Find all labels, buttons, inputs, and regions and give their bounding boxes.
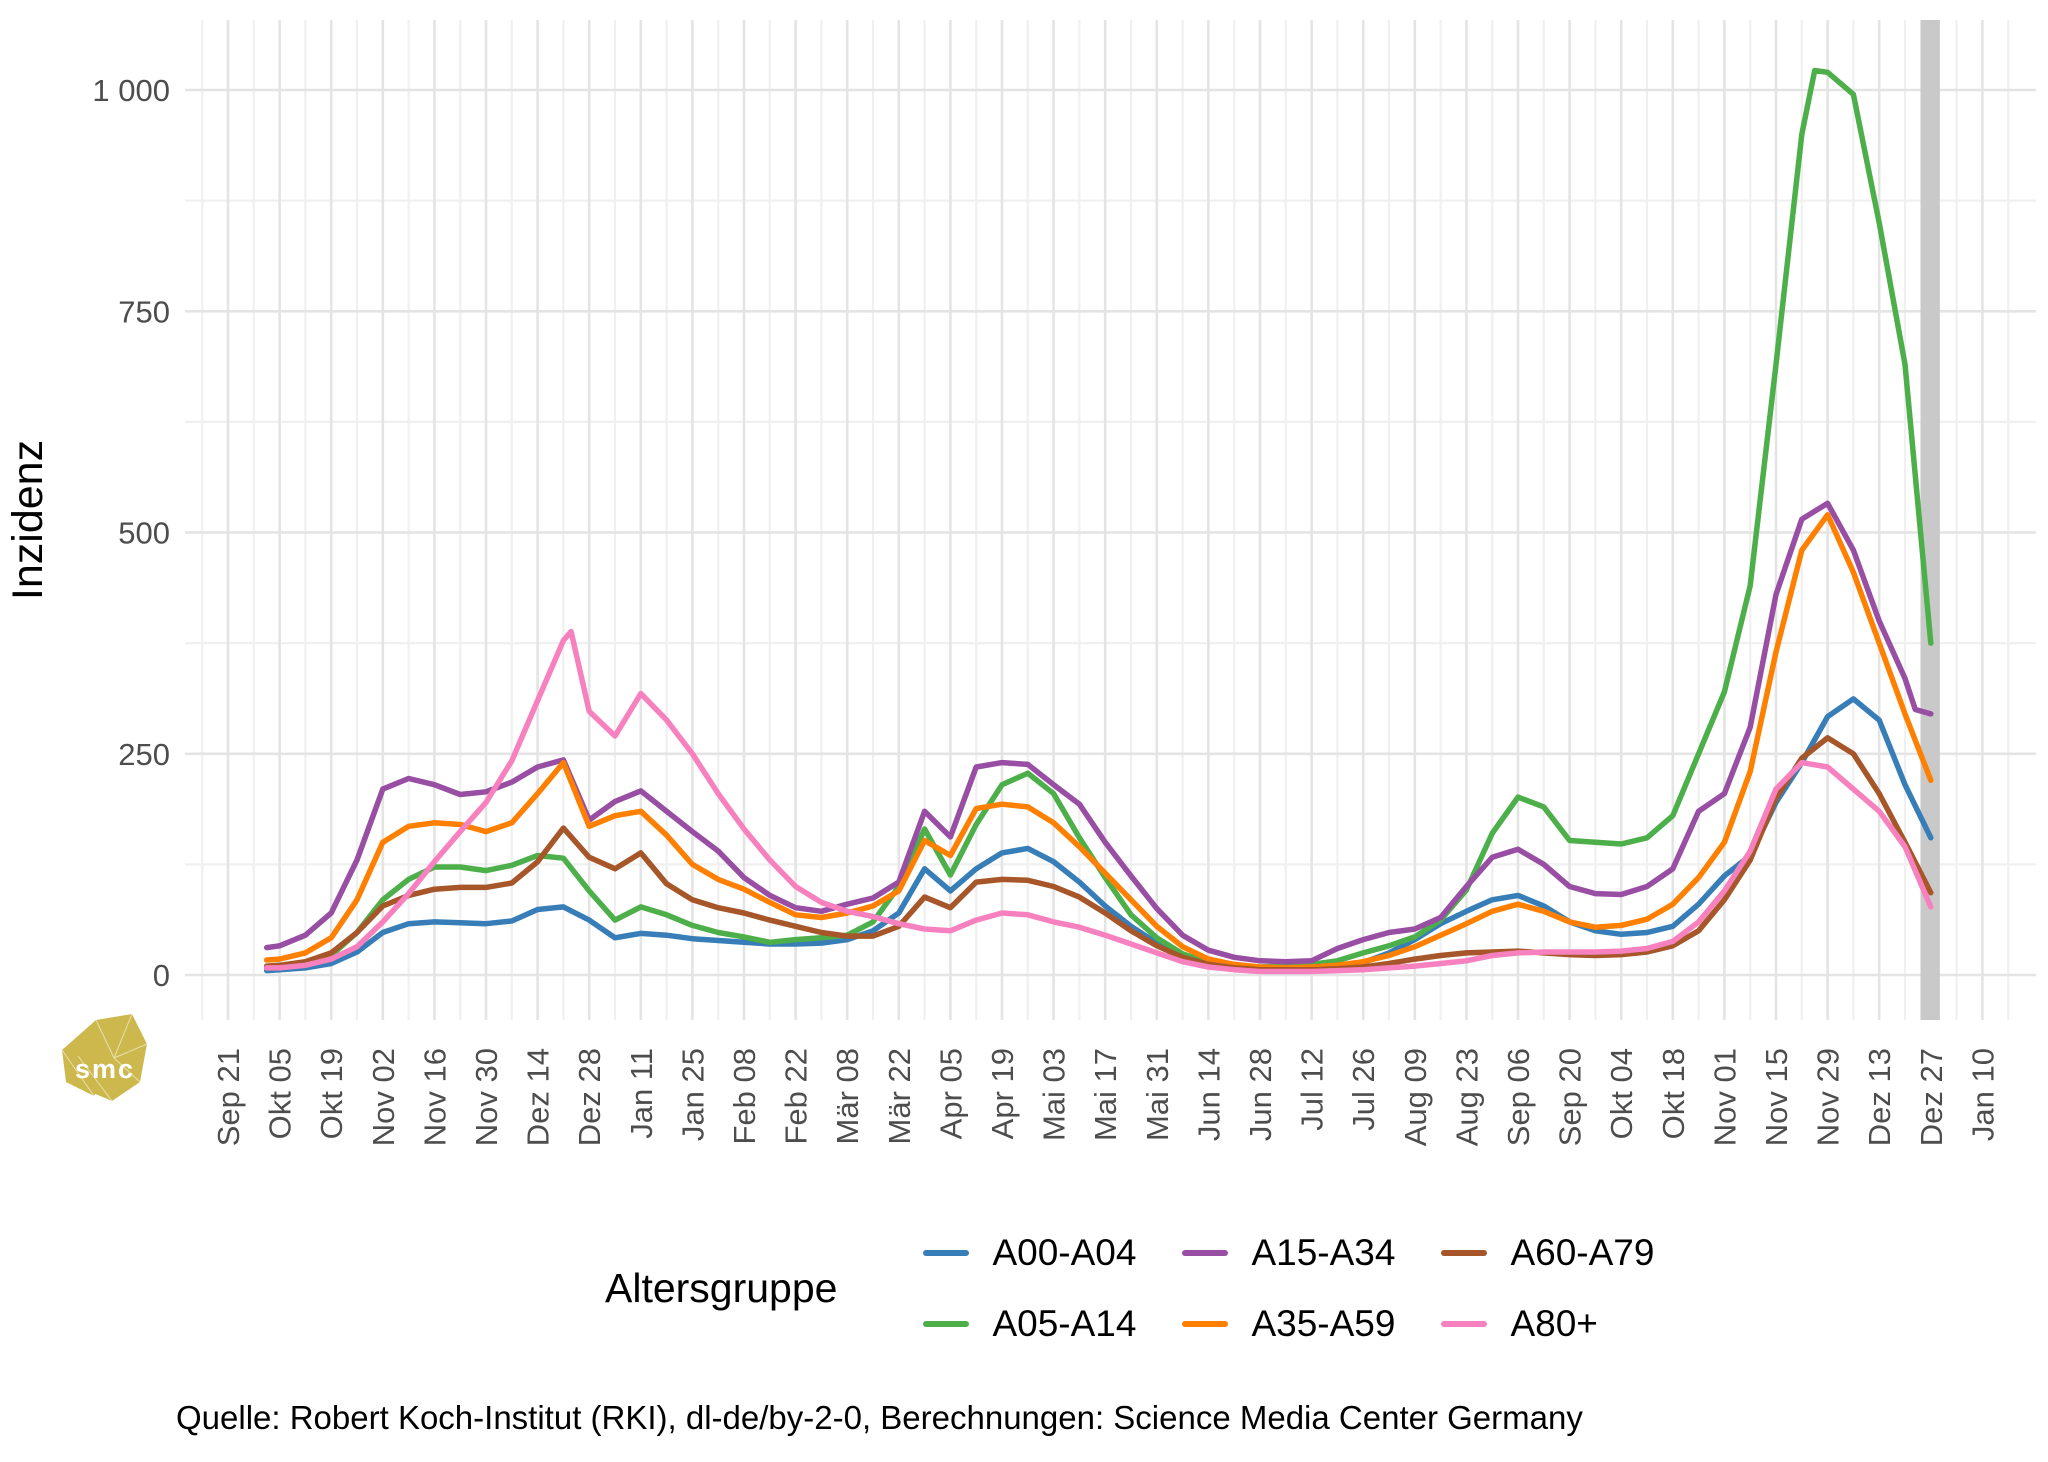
x-tick-label: Nov 15 (1759, 1048, 1794, 1146)
x-tick-label: Mär 22 (882, 1048, 917, 1144)
x-tick-label: Jan 25 (675, 1048, 710, 1141)
x-tick-label: Dez 13 (1862, 1048, 1897, 1146)
series-line-A80+ (263, 628, 1934, 975)
legend-line-swatch (1441, 1249, 1488, 1256)
x-tick-label: Nov 16 (417, 1048, 452, 1146)
legend-entry-label: A00-A04 (992, 1232, 1137, 1273)
legend-entry-A80+: A80+ (1441, 1305, 1654, 1342)
incomplete-data-band (1920, 20, 1940, 1020)
series-line-A15-A34 (263, 500, 1934, 965)
smc-logo: smc (61, 1013, 148, 1102)
x-tick-label: Nov 02 (366, 1048, 401, 1146)
y-tick-label: 500 (118, 516, 170, 551)
x-tick-label: Nov 30 (469, 1048, 504, 1146)
series-line-A60-A79 (263, 735, 1934, 973)
x-tick-label: Nov 01 (1707, 1048, 1742, 1146)
x-tick-label: Okt 19 (314, 1048, 349, 1139)
x-tick-label: Mai 03 (1037, 1048, 1072, 1141)
legend-line-swatch (1182, 1249, 1229, 1256)
x-tick-label: Sep 21 (211, 1048, 246, 1146)
x-tick-label: Sep 06 (1501, 1048, 1536, 1146)
legend-line-swatch (923, 1249, 970, 1256)
x-tick-label: Dez 14 (521, 1048, 556, 1146)
legend-entry-label: A80+ (1510, 1303, 1598, 1344)
x-tick-label: Mai 17 (1088, 1048, 1123, 1141)
x-tick-label: Mär 08 (830, 1048, 865, 1144)
x-tick-label: Jul 12 (1295, 1048, 1330, 1131)
x-tick-label: Jul 26 (1346, 1048, 1381, 1131)
x-tick-label: Dez 28 (572, 1048, 607, 1146)
chart-legend: Altersgruppe A00-A04 A05-A14 A15-A34 A35-A5… (605, 1234, 1654, 1342)
legend-line-swatch (1182, 1320, 1229, 1327)
series-line-A00-A04 (263, 696, 1934, 974)
legend-entry-A05-A14: A05-A14 (923, 1305, 1136, 1342)
x-tick-label: Apr 05 (933, 1048, 968, 1139)
x-tick-label: Aug 23 (1449, 1048, 1484, 1146)
x-tick-label: Jan 11 (624, 1048, 659, 1139)
legend-entries: A00-A04 A05-A14 A15-A34 A35-A59 A60-A79 A80+ (923, 1234, 1654, 1342)
legend-entry-label: A60-A79 (1510, 1232, 1655, 1273)
legend-title: Altersgruppe (605, 1264, 838, 1311)
y-tick-label: 750 (118, 294, 170, 329)
legend-entry-label: A15-A34 (1251, 1232, 1396, 1273)
x-tick-label: Okt 04 (1604, 1048, 1639, 1139)
x-tick-label: Feb 08 (727, 1048, 762, 1145)
y-tick-label: 0 (153, 958, 170, 993)
legend-entry-label: A05-A14 (992, 1303, 1137, 1344)
smc-logo-text: smc (75, 1054, 135, 1084)
legend-line-swatch (923, 1320, 970, 1327)
x-tick-label: Jun 14 (1191, 1048, 1226, 1141)
x-tick-label: Feb 22 (779, 1048, 814, 1145)
legend-entry-A15-A34: A15-A34 (1182, 1234, 1395, 1271)
y-tick-label: 250 (118, 737, 170, 772)
x-tick-label: Okt 05 (263, 1048, 298, 1139)
x-tick-label: Sep 20 (1553, 1048, 1588, 1146)
legend-entry-label: A35-A59 (1251, 1303, 1396, 1344)
series-line-A35-A59 (263, 512, 1934, 971)
x-tick-label: Aug 09 (1398, 1048, 1433, 1146)
legend-entry-A60-A79: A60-A79 (1441, 1234, 1654, 1271)
y-tick-label: 1 000 (92, 73, 170, 108)
x-tick-label: Jan 10 (1965, 1048, 2000, 1141)
x-tick-label: Dez 27 (1914, 1048, 1949, 1146)
y-axis-title: Inzidenz (4, 440, 52, 600)
legend-line-swatch (1441, 1320, 1488, 1327)
source-caption: Quelle: Robert Koch-Institut (RKI), dl-d… (176, 1399, 1583, 1436)
x-tick-label: Okt 18 (1656, 1048, 1691, 1139)
x-tick-label: Apr 19 (985, 1048, 1020, 1139)
series-line-A05-A14 (263, 67, 1934, 971)
x-tick-label: Nov 29 (1811, 1048, 1846, 1146)
x-tick-label: Jun 28 (1243, 1048, 1278, 1141)
legend-entry-A35-A59: A35-A59 (1182, 1305, 1395, 1342)
legend-entry-A00-A04: A00-A04 (923, 1234, 1136, 1271)
x-tick-label: Mai 31 (1140, 1048, 1175, 1141)
